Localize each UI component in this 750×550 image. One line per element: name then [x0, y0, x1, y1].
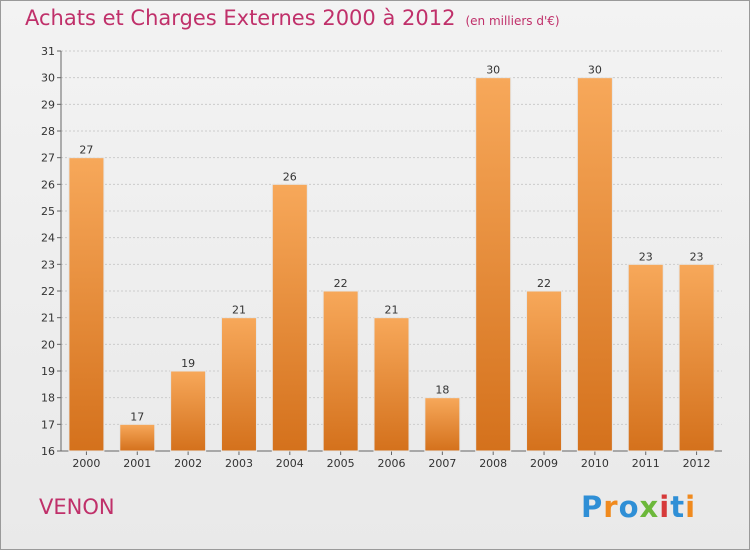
- x-tick-label-2010: 2010: [581, 457, 609, 470]
- bar-2010[interactable]: [576, 77, 613, 452]
- value-label-2000: 27: [79, 144, 93, 157]
- logo-letter: o: [618, 490, 640, 524]
- town-name: VENON: [39, 495, 115, 519]
- bar-2006[interactable]: [373, 317, 410, 452]
- x-tick-label-2002: 2002: [174, 457, 202, 470]
- y-tick-label: 24: [41, 232, 55, 245]
- x-tick-label-2008: 2008: [479, 457, 507, 470]
- logo-letter: i: [685, 490, 697, 524]
- value-label-2005: 22: [334, 277, 348, 290]
- value-label-2001: 17: [130, 410, 144, 423]
- value-label-2008: 30: [486, 64, 500, 77]
- proxiti-logo[interactable]: Proxiti: [581, 490, 696, 524]
- y-tick-label: 21: [41, 312, 55, 325]
- x-tick-label-2004: 2004: [276, 457, 304, 470]
- logo-letter: P: [581, 490, 604, 524]
- bar-2011[interactable]: [627, 263, 664, 452]
- bar-2009[interactable]: [526, 290, 563, 452]
- chart-title: Achats et Charges Externes 2000 à 2012: [25, 6, 456, 30]
- bar-2008[interactable]: [475, 77, 512, 452]
- x-tick-label-2003: 2003: [225, 457, 253, 470]
- x-tick-label-2009: 2009: [530, 457, 558, 470]
- value-label-2011: 23: [639, 250, 653, 263]
- x-tick-label-2011: 2011: [632, 457, 660, 470]
- y-tick-label: 26: [41, 178, 55, 191]
- bar-2002[interactable]: [170, 370, 207, 452]
- value-label-2003: 21: [232, 304, 246, 317]
- logo-letter: x: [639, 490, 660, 524]
- bar-2001[interactable]: [119, 423, 156, 452]
- y-tick-label: 23: [41, 258, 55, 271]
- bar-2000[interactable]: [68, 157, 105, 452]
- y-tick-label: 28: [41, 125, 55, 138]
- y-tick-label: 22: [41, 285, 55, 298]
- bar-2003[interactable]: [220, 317, 257, 452]
- value-label-2007: 18: [435, 384, 449, 397]
- y-tick-label: 25: [41, 205, 55, 218]
- x-tick-label-2006: 2006: [378, 457, 406, 470]
- value-label-2012: 23: [690, 250, 704, 263]
- bar-2004[interactable]: [271, 183, 308, 452]
- value-label-2009: 22: [537, 277, 551, 290]
- logo-letter: t: [670, 490, 686, 524]
- y-tick-label: 27: [41, 152, 55, 165]
- value-label-2010: 30: [588, 64, 602, 77]
- logo-letter: r: [603, 490, 619, 524]
- x-tick-label-2007: 2007: [428, 457, 456, 470]
- logo-letter: i: [659, 490, 671, 524]
- x-tick-label-2012: 2012: [683, 457, 711, 470]
- chart-subtitle: (en milliers d'€): [465, 14, 560, 28]
- x-tick-label-2005: 2005: [327, 457, 355, 470]
- bar-2005[interactable]: [322, 290, 359, 452]
- y-tick-label: 29: [41, 98, 55, 111]
- y-tick-label: 16: [41, 445, 55, 458]
- value-label-2004: 26: [283, 170, 297, 183]
- y-tick-label: 17: [41, 418, 55, 431]
- bar-2012[interactable]: [678, 263, 715, 452]
- value-label-2006: 21: [385, 304, 399, 317]
- bar-2007[interactable]: [424, 397, 461, 452]
- y-tick-label: 19: [41, 365, 55, 378]
- y-tick-label: 18: [41, 392, 55, 405]
- x-tick-label-2001: 2001: [123, 457, 151, 470]
- y-tick-label: 30: [41, 72, 55, 85]
- value-label-2002: 19: [181, 357, 195, 370]
- chart-title-block: Achats et Charges Externes 2000 à 2012 (e…: [25, 6, 560, 30]
- x-tick-label-2000: 2000: [72, 457, 100, 470]
- y-tick-label: 20: [41, 338, 55, 351]
- y-tick-label: 31: [41, 45, 55, 58]
